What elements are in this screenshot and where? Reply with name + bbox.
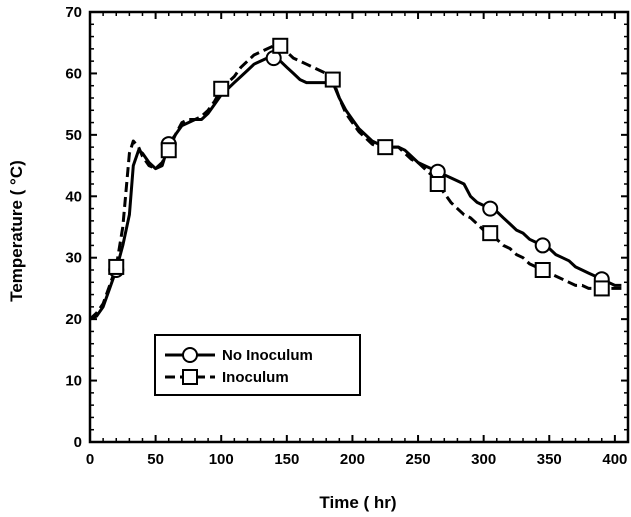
legend-box xyxy=(154,334,361,396)
x-tick-label: 150 xyxy=(274,451,299,468)
legend-label-inoculum: Inoculum xyxy=(222,369,289,386)
y-tick-label: 20 xyxy=(65,311,82,328)
series-line-no-inoculum xyxy=(89,56,622,321)
legend-marker-square xyxy=(182,369,198,385)
y-tick-label: 0 xyxy=(74,434,82,451)
x-tick-label: 400 xyxy=(602,451,627,468)
data-point-inoculum xyxy=(160,142,177,159)
data-point-inoculum xyxy=(534,262,551,278)
y-tick-label: 70 xyxy=(65,4,82,21)
legend: No Inoculum Inoculum xyxy=(154,334,361,396)
y-tick-label: 40 xyxy=(65,188,82,205)
x-tick-label: 300 xyxy=(471,451,496,468)
legend-marker-circle xyxy=(182,347,198,363)
data-point-inoculum xyxy=(482,225,499,242)
data-point-inoculum xyxy=(429,176,446,192)
plot-frame xyxy=(88,10,630,444)
data-point-inoculum xyxy=(108,258,125,275)
legend-label-no-inoculum: No Inoculum xyxy=(222,347,313,364)
data-point-inoculum xyxy=(593,280,610,297)
x-tick-label: 100 xyxy=(209,451,234,468)
data-point-inoculum xyxy=(377,139,394,156)
plot-area xyxy=(88,37,622,321)
x-tick-label: 350 xyxy=(537,451,562,468)
data-point-no-inoculum xyxy=(534,237,551,254)
y-tick-label: 30 xyxy=(65,250,82,267)
x-axis-label: Time ( hr) xyxy=(319,493,396,512)
data-point-inoculum xyxy=(272,37,289,54)
series-line-inoculum xyxy=(88,44,622,321)
x-tick-label: 250 xyxy=(406,451,431,468)
data-point-no-inoculum xyxy=(482,200,499,217)
x-tick-label: 200 xyxy=(340,451,365,468)
axes: 0 50 100 150 200 250 300 350 400 0 10 20 30 40 50 60 70 xyxy=(65,4,630,468)
y-tick-label: 10 xyxy=(65,373,82,390)
x-tick-label: 50 xyxy=(147,451,164,468)
y-tick-label: 50 xyxy=(65,127,82,144)
y-tick-label: 60 xyxy=(65,65,82,82)
y-axis-label: Temperature ( °C) xyxy=(7,160,26,302)
data-point-inoculum xyxy=(213,80,230,97)
data-point-inoculum xyxy=(324,71,341,88)
x-tick-label: 0 xyxy=(86,451,94,468)
